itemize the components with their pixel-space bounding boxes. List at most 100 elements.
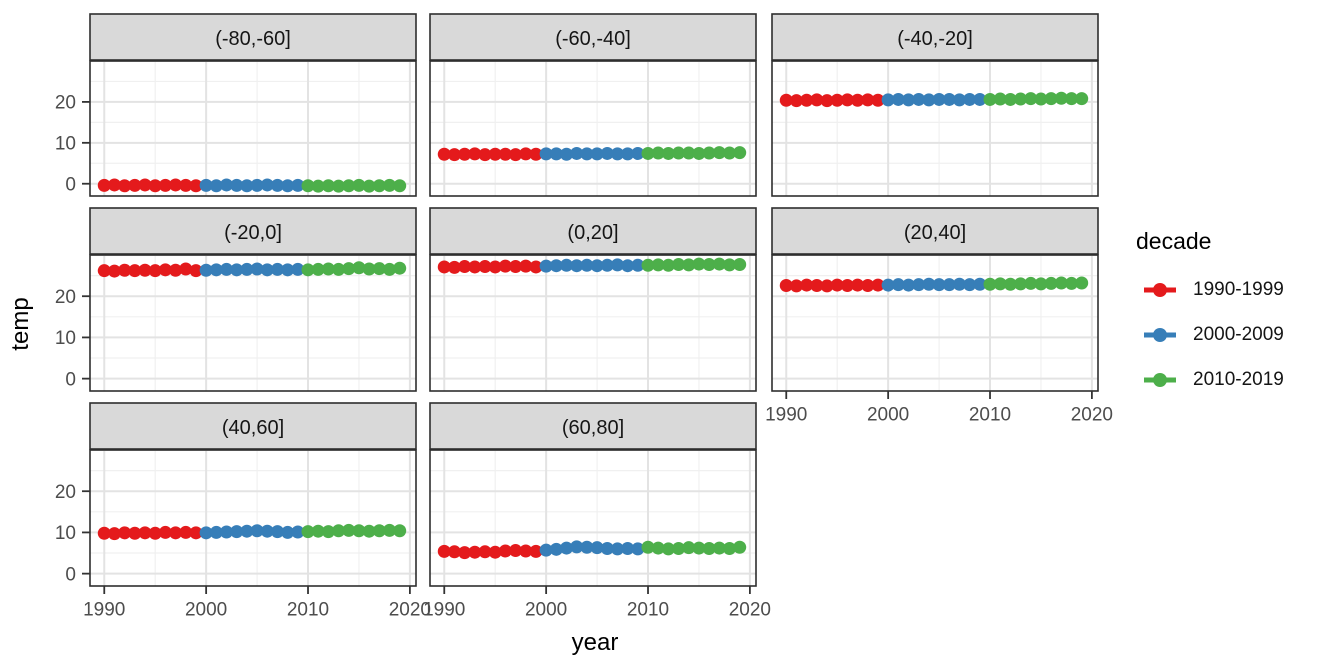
data-point <box>281 525 295 539</box>
data-point <box>1065 276 1079 290</box>
data-point <box>199 178 213 192</box>
data-point <box>270 525 284 539</box>
data-point <box>993 277 1007 291</box>
data-point <box>240 262 254 276</box>
data-point <box>810 93 824 107</box>
data-point <box>1054 276 1068 290</box>
data-point <box>963 278 977 292</box>
data-point <box>1075 92 1089 106</box>
legend: decade 1990-1999 2000-2009 2010-2019 <box>1136 228 1341 414</box>
panel-background <box>90 61 416 196</box>
legend-key-line-point-icon <box>1144 328 1176 342</box>
data-point <box>220 262 234 276</box>
data-point <box>311 262 325 276</box>
data-point <box>600 541 614 555</box>
data-point <box>291 178 305 192</box>
data-point <box>1044 92 1058 106</box>
data-point <box>138 526 152 540</box>
data-point <box>1044 276 1058 290</box>
data-point <box>610 147 624 161</box>
data-point <box>458 546 472 560</box>
data-point <box>220 178 234 192</box>
data-point <box>549 147 563 161</box>
data-point <box>932 278 946 292</box>
x-tick-label: 2000 <box>185 600 227 621</box>
data-point <box>1014 277 1028 291</box>
data-point <box>468 260 482 274</box>
x-tick-label: 2020 <box>389 600 431 621</box>
data-point <box>861 93 875 107</box>
facet-strip <box>771 207 1099 255</box>
data-point <box>651 541 665 555</box>
data-point <box>973 277 987 291</box>
data-point <box>270 178 284 192</box>
data-point <box>570 540 584 554</box>
data-point <box>437 147 451 161</box>
facet-strip-label: (20,40] <box>904 222 966 244</box>
data-point <box>138 263 152 277</box>
y-tick-label: 10 <box>55 328 76 349</box>
data-point <box>621 147 635 161</box>
data-point <box>871 278 885 292</box>
data-point <box>881 278 895 292</box>
facet-strip-label: (-40,-20] <box>897 28 973 50</box>
panel-background <box>90 255 416 391</box>
data-point <box>1024 92 1038 106</box>
data-point <box>311 524 325 538</box>
data-point <box>539 259 553 273</box>
panel-border <box>429 449 757 587</box>
data-point <box>661 146 675 160</box>
data-point <box>478 545 492 559</box>
data-point <box>458 260 472 274</box>
data-point <box>922 93 936 107</box>
data-point <box>820 94 834 108</box>
data-point <box>107 178 121 192</box>
x-tick-label: 2000 <box>525 600 567 621</box>
data-point <box>600 146 614 160</box>
x-tick-label: 1990 <box>423 600 465 621</box>
data-point <box>800 278 814 292</box>
data-point <box>342 262 356 276</box>
data-point <box>651 146 665 160</box>
data-point <box>488 147 502 161</box>
data-point <box>733 540 747 554</box>
data-point <box>851 93 865 107</box>
data-point <box>702 257 716 271</box>
panel-border <box>89 60 417 197</box>
data-point <box>661 542 675 556</box>
data-point <box>281 263 295 277</box>
data-point <box>169 263 183 277</box>
data-point <box>1054 91 1068 105</box>
data-point <box>281 179 295 193</box>
data-point <box>158 178 172 192</box>
data-point <box>702 146 716 160</box>
legend-title: decade <box>1136 228 1212 254</box>
y-tick-label: 10 <box>55 523 76 544</box>
data-point <box>437 260 451 274</box>
data-point <box>560 147 574 161</box>
data-point <box>661 258 675 272</box>
data-point <box>560 541 574 555</box>
data-point <box>107 527 121 541</box>
data-point <box>383 262 397 276</box>
x-axis-title: year <box>571 629 619 656</box>
data-point <box>789 94 803 108</box>
data-point <box>488 545 502 559</box>
data-point <box>189 264 203 278</box>
facet-strip <box>89 207 417 255</box>
data-point <box>871 93 885 107</box>
data-point <box>983 277 997 291</box>
data-point <box>963 92 977 106</box>
panel-background <box>430 450 756 586</box>
data-point <box>529 544 543 558</box>
data-point <box>539 147 553 161</box>
legend-key-line-point-icon <box>1144 283 1176 297</box>
data-point <box>723 146 737 160</box>
data-point <box>952 277 966 291</box>
data-point <box>723 541 737 555</box>
data-point <box>393 261 407 275</box>
legend-entry-label: 2000-2009 <box>1193 324 1284 345</box>
data-point <box>902 93 916 107</box>
data-point <box>560 258 574 272</box>
y-tick-label: 20 <box>55 93 76 114</box>
